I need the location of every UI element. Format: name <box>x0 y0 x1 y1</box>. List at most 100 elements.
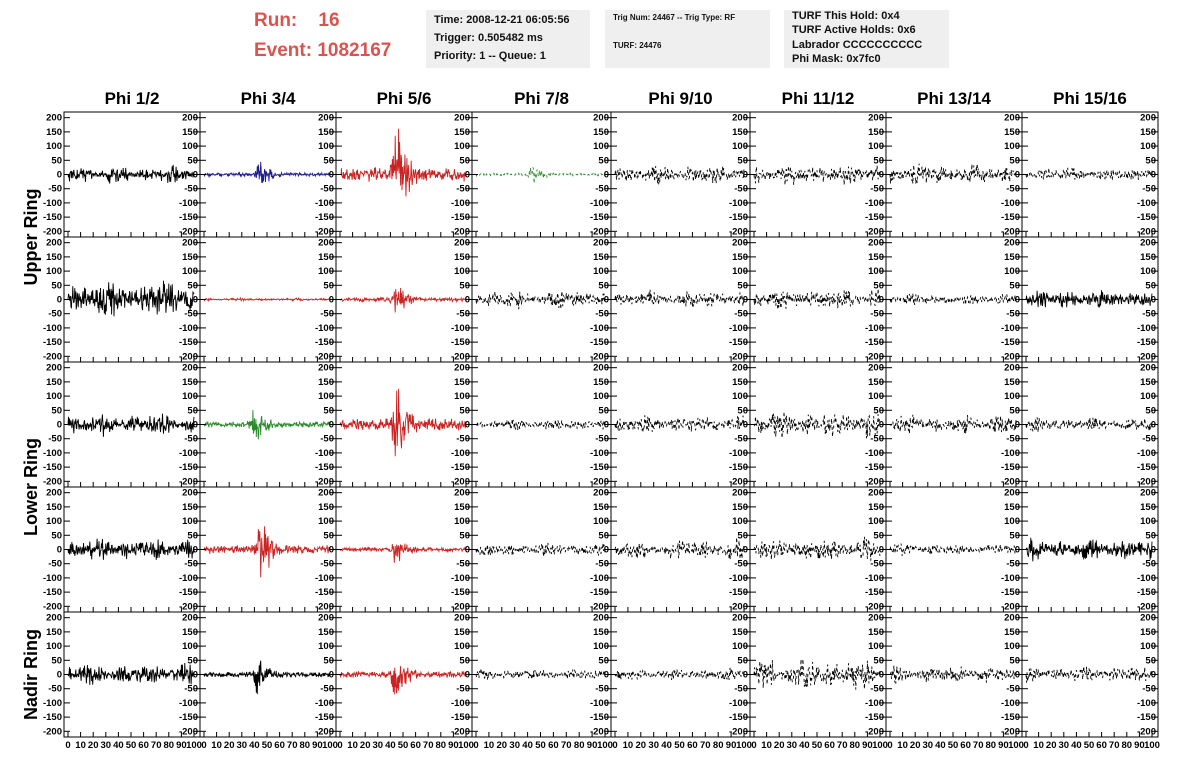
y-tick-label: -50 <box>595 684 609 695</box>
column-title: Phi 15/16 <box>1053 89 1127 108</box>
y-tick-label: 200 <box>318 488 334 499</box>
x-tick-label: 60 <box>138 740 149 751</box>
waveform-trace <box>614 166 745 185</box>
waveform-trace <box>67 662 195 685</box>
y-tick-label: -50 <box>870 434 884 445</box>
waveform-trace <box>339 388 467 457</box>
y-tick-label: 0 <box>743 545 748 556</box>
y-tick-label: 200 <box>732 113 748 124</box>
y-tick-label: 50 <box>873 280 884 291</box>
y-tick-label: -100 <box>43 448 62 459</box>
y-tick-label: -150 <box>451 462 470 473</box>
y-tick-label: 0 <box>193 420 198 431</box>
y-tick-label: -150 <box>179 462 198 473</box>
y-tick-label: -50 <box>48 434 62 445</box>
y-tick-label: -150 <box>1001 212 1020 223</box>
x-tick-label: 30 <box>787 740 798 751</box>
waveform-trace <box>614 289 745 307</box>
y-tick-label: 100 <box>454 141 470 152</box>
x-tick-label: 60 <box>687 740 698 751</box>
x-tick-label: 20 <box>360 740 371 751</box>
y-tick-label: 0 <box>604 170 609 181</box>
y-tick-label: -50 <box>734 559 748 570</box>
y-tick-label: 0 <box>193 545 198 556</box>
y-tick-label: 200 <box>1140 113 1156 124</box>
y-tick-label: 150 <box>732 627 748 638</box>
y-tick-label: -150 <box>865 712 884 723</box>
x-tick-label: 30 <box>923 740 934 751</box>
y-tick-label: 0 <box>1015 170 1020 181</box>
y-tick-label: -200 <box>1001 351 1020 362</box>
x-tick-label: 90 <box>862 740 873 751</box>
y-tick-label: -50 <box>734 184 748 195</box>
y-tick-label: 150 <box>46 377 62 388</box>
y-tick-label: -150 <box>179 212 198 223</box>
y-tick-label: 50 <box>187 530 198 541</box>
y-tick-label: -100 <box>729 198 748 209</box>
x-tick-label: 70 <box>700 740 711 751</box>
y-tick-label: 100 <box>868 641 884 652</box>
y-tick-label: 0 <box>465 670 470 681</box>
y-tick-label: 50 <box>51 655 62 666</box>
y-tick-label: 100 <box>868 516 884 527</box>
y-tick-label: -50 <box>48 684 62 695</box>
y-tick-label: -200 <box>865 726 884 737</box>
x-tick-label: 30 <box>648 740 659 751</box>
y-tick-label: 150 <box>593 627 609 638</box>
y-tick-label: 150 <box>46 502 62 513</box>
event-number: 1082167 <box>317 40 392 61</box>
turf-info-box: TURF This Hold: 0x4 TURF Active Holds: 0… <box>784 10 949 68</box>
y-tick-label: 200 <box>182 363 198 374</box>
waveform-trace <box>614 415 745 433</box>
x-tick-label: 10 <box>761 740 772 751</box>
y-tick-label: 150 <box>732 502 748 513</box>
y-tick-label: 50 <box>1145 155 1156 166</box>
y-tick-label: 150 <box>454 252 470 263</box>
y-tick-label: 100 <box>868 141 884 152</box>
y-tick-label: 100 <box>1004 516 1020 527</box>
waveform-trace <box>475 668 606 680</box>
column-title: Phi 3/4 <box>241 89 296 108</box>
y-tick-label: -100 <box>451 573 470 584</box>
y-tick-label: 200 <box>46 488 62 499</box>
y-tick-label: 100 <box>454 391 470 402</box>
y-tick-label: -150 <box>315 587 334 598</box>
x-tick-label: 80 <box>850 740 861 751</box>
y-tick-label: 100 <box>868 266 884 277</box>
x-tick-label: 100 <box>1008 740 1024 751</box>
y-tick-label: 200 <box>593 613 609 624</box>
y-tick-label: 50 <box>1009 155 1020 166</box>
y-tick-label: -150 <box>1137 712 1156 723</box>
x-tick-label: 20 <box>88 740 99 751</box>
y-tick-label: -100 <box>451 198 470 209</box>
priority-text: Priority: 1 -- Queue: 1 <box>434 50 546 62</box>
waveform-trace <box>889 543 1017 556</box>
y-tick-label: 150 <box>318 252 334 263</box>
y-tick-label: -150 <box>729 462 748 473</box>
y-tick-label: 200 <box>593 113 609 124</box>
y-tick-label: -200 <box>729 476 748 487</box>
x-tick-label: 30 <box>373 740 384 751</box>
waveform-trace <box>1025 537 1153 562</box>
y-tick-label: -100 <box>865 573 884 584</box>
y-tick-label: 200 <box>593 488 609 499</box>
waveform-trace <box>889 665 1017 684</box>
y-tick-label: 50 <box>737 280 748 291</box>
y-tick-label: 150 <box>46 627 62 638</box>
y-tick-label: -200 <box>315 726 334 737</box>
y-tick-label: -100 <box>43 323 62 334</box>
y-tick-label: -100 <box>590 698 609 709</box>
x-tick-label: 90 <box>726 740 737 751</box>
y-tick-label: -150 <box>179 337 198 348</box>
y-tick-label: 100 <box>318 141 334 152</box>
y-tick-label: -150 <box>1001 462 1020 473</box>
y-tick-label: 50 <box>598 405 609 416</box>
y-tick-label: 0 <box>193 670 198 681</box>
y-tick-label: 150 <box>868 502 884 513</box>
y-tick-label: 200 <box>1140 488 1156 499</box>
y-tick-label: 50 <box>459 280 470 291</box>
y-tick-label: 150 <box>454 502 470 513</box>
y-tick-label: -200 <box>315 601 334 612</box>
y-tick-label: -150 <box>179 587 198 598</box>
y-tick-label: 50 <box>1145 405 1156 416</box>
